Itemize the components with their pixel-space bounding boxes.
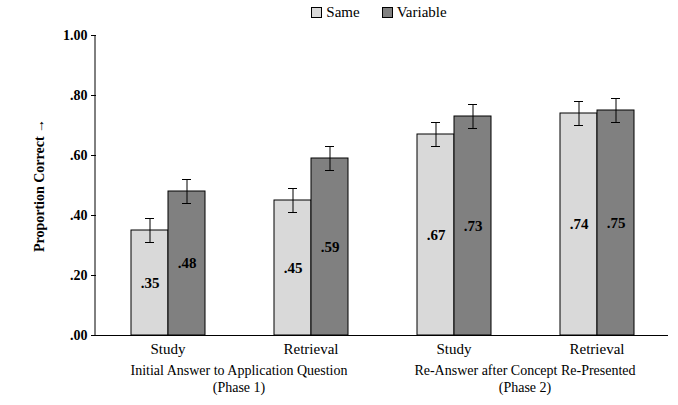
svg-text:1.00: 1.00 [63, 28, 88, 43]
svg-text:.67: .67 [427, 227, 446, 243]
svg-text:Study: Study [150, 341, 186, 357]
svg-text:.60: .60 [70, 148, 88, 163]
svg-text:.80: .80 [70, 88, 88, 103]
svg-text:Proportion Correct →: Proportion Correct → [32, 119, 47, 252]
svg-text:.20: .20 [70, 268, 88, 283]
html-text:Same: Same [326, 4, 360, 20]
svg-text:.59: .59 [321, 239, 340, 255]
svg-text:.40: .40 [70, 208, 88, 223]
svg-text:Retrieval: Retrieval [284, 341, 339, 357]
svg-text:Retrieval: Retrieval [570, 341, 625, 357]
svg-text:.00: .00 [70, 328, 88, 343]
svg-text:Study: Study [436, 341, 472, 357]
svg-text:Initial Answer to Application: Initial Answer to Application Question(P… [131, 363, 348, 396]
svg-text:.35: .35 [141, 275, 160, 291]
html-text:Variable: Variable [396, 4, 447, 20]
svg-text:.45: .45 [284, 260, 303, 276]
svg-text:Re-Answer after Concept Re-Pre: Re-Answer after Concept Re-Presented(Pha… [414, 363, 635, 396]
svg-text:.73: .73 [464, 218, 483, 234]
svg-text:.48: .48 [178, 255, 197, 271]
svg-text:.75: .75 [607, 215, 626, 231]
svg-text:.74: .74 [570, 216, 589, 232]
